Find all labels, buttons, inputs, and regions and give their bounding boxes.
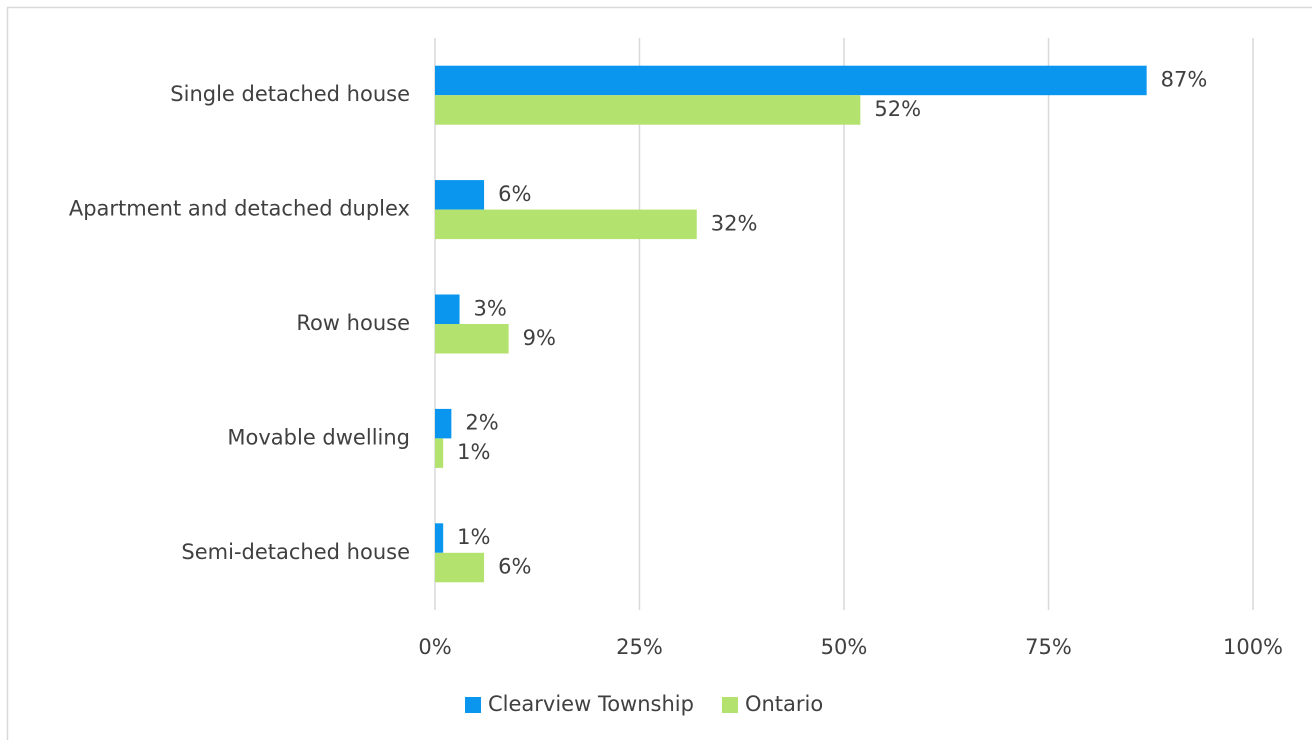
- data-label: 6%: [498, 555, 531, 579]
- bar: [435, 552, 485, 583]
- bar: [435, 65, 1147, 96]
- y-tick-label: Semi-detached house: [181, 540, 410, 564]
- data-label: 87%: [1161, 67, 1208, 91]
- bar: [435, 209, 697, 240]
- bar: [435, 95, 861, 125]
- x-tick-label: 100%: [1223, 635, 1283, 659]
- legend-label: Ontario: [745, 692, 823, 716]
- data-label: 9%: [523, 326, 556, 350]
- data-label: 2%: [465, 411, 498, 435]
- x-tick-label: 50%: [821, 635, 868, 659]
- y-tick-label: Single detached house: [170, 82, 410, 106]
- data-label: 6%: [498, 182, 531, 206]
- data-label: 3%: [474, 296, 507, 320]
- data-label: 52%: [874, 97, 921, 121]
- x-tick-label: 75%: [1025, 635, 1072, 659]
- bar: [435, 438, 444, 468]
- bar: [435, 180, 485, 210]
- bar: [435, 324, 509, 354]
- y-tick-label: Row house: [296, 311, 410, 335]
- legend-swatch: [465, 697, 481, 713]
- legend-swatch: [721, 697, 738, 713]
- y-tick-label: Movable dwelling: [227, 425, 410, 449]
- y-tick-label: Apartment and detached duplex: [69, 197, 410, 221]
- x-tick-label: 0%: [418, 635, 451, 659]
- data-label: 32%: [711, 211, 758, 235]
- data-label: 1%: [457, 525, 490, 549]
- x-tick-label: 25%: [616, 635, 663, 659]
- data-label: 1%: [457, 440, 490, 464]
- chart-border: [6, 6, 1312, 740]
- bar: [435, 523, 444, 553]
- bar: [435, 408, 452, 439]
- legend-label: Clearview Township: [488, 692, 694, 716]
- bar: [435, 294, 460, 324]
